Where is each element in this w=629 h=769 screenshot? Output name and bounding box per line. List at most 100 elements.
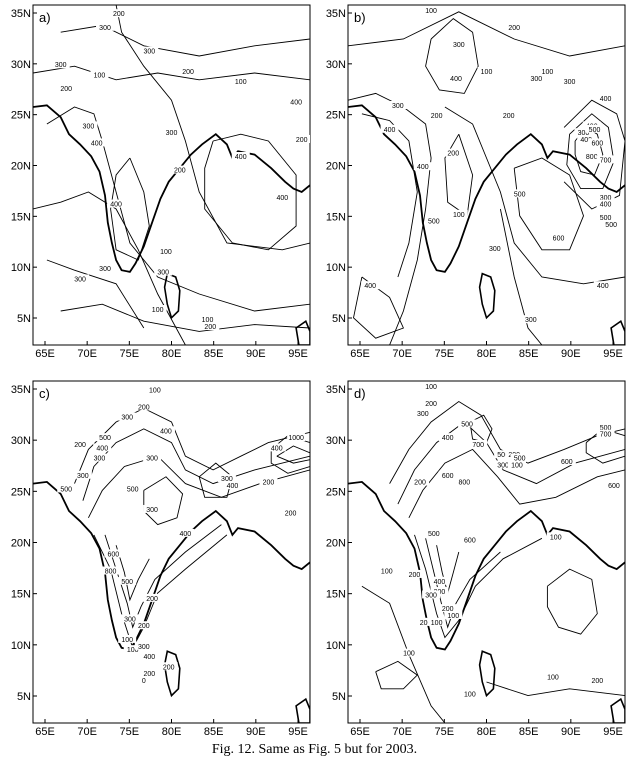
lat-tick-label: 15N xyxy=(11,211,31,223)
contour-label: 300 xyxy=(124,616,136,623)
contour-line xyxy=(33,191,186,345)
contour-label: 100 xyxy=(94,72,106,79)
contour-line xyxy=(414,534,543,639)
contour-label: 400 xyxy=(442,435,454,442)
contour-label: 100 xyxy=(235,79,247,86)
contour-line xyxy=(110,157,150,261)
contour-label: 500 xyxy=(60,486,72,493)
contour-label: 800 xyxy=(458,480,470,487)
contour-label: 500 xyxy=(121,579,133,586)
contour-label: 800 xyxy=(105,569,117,576)
lon-tick-label: 85E xyxy=(204,348,224,360)
lat-tick-label: 10N xyxy=(11,640,31,652)
lon-tick-label: 90E xyxy=(246,726,266,738)
lon-tick-label: 80E xyxy=(477,348,497,360)
contour-label: 400 xyxy=(600,202,612,209)
lat-tick-label: 20N xyxy=(326,538,346,550)
contour-line xyxy=(93,534,228,649)
contour-label: 600 xyxy=(561,459,573,466)
lon-tick-label: 95E xyxy=(288,726,308,738)
contour-label: 100 xyxy=(403,651,415,658)
contour-label: 100 xyxy=(121,637,133,644)
lon-tick-label: 85E xyxy=(519,348,539,360)
contour-label: 200 xyxy=(146,596,158,603)
contour-label: 500 xyxy=(514,191,526,198)
contour-label: 400 xyxy=(180,531,192,538)
contour-label: 200 xyxy=(431,113,443,120)
contour-label: 400 xyxy=(227,483,239,490)
lon-tick-label: 65E xyxy=(350,726,370,738)
contour-label: 100 xyxy=(425,8,437,15)
contour-label: 500 xyxy=(605,222,617,229)
lon-tick-label: 95E xyxy=(603,348,623,360)
contour-label: 400 xyxy=(96,445,108,452)
lon-tick-label: 65E xyxy=(35,726,55,738)
contour-label: 200 xyxy=(138,623,150,630)
contour-label: 300 xyxy=(600,195,612,202)
panel-frame xyxy=(32,4,311,346)
contour-label: 300 xyxy=(392,103,404,110)
contour-label: 200 xyxy=(285,510,297,517)
contour-label: 400 xyxy=(290,100,302,107)
contour-label: 100 xyxy=(152,307,164,314)
contour-label: 100 xyxy=(453,212,465,219)
lat-tick-label: 25N xyxy=(11,486,31,498)
lon-tick-label: 90E xyxy=(561,726,581,738)
sri-lanka-outline xyxy=(478,650,496,698)
figure-canvas: 2001002003002001003004003002004004002003… xyxy=(11,4,626,738)
contour-label: 600 xyxy=(591,140,603,147)
contour-label: 300 xyxy=(453,42,465,49)
lat-tick-label: 35N xyxy=(11,384,31,396)
contour-line xyxy=(46,259,145,329)
contour-label: 200 xyxy=(263,480,275,487)
lon-tick-label: 90E xyxy=(246,348,266,360)
contour-label: 300 xyxy=(417,411,429,418)
sri-lanka-outline xyxy=(163,272,181,320)
contour-line xyxy=(375,660,418,690)
contour-line xyxy=(566,113,615,190)
contour-label: 100 xyxy=(127,647,139,654)
contour-label: 200 xyxy=(442,606,454,613)
lat-tick-label: 5N xyxy=(17,313,31,325)
contour-label: 700 xyxy=(600,157,612,164)
contour-line xyxy=(499,208,543,345)
lon-tick-label: 95E xyxy=(603,726,623,738)
contour-label: 400 xyxy=(600,96,612,103)
contour-label: 500 xyxy=(428,531,440,538)
contour-label: 300 xyxy=(146,456,158,463)
contour-label: 600 xyxy=(608,483,620,490)
contour-label: 300 xyxy=(525,317,537,324)
contour-line xyxy=(115,5,310,251)
lon-tick-label: 95E xyxy=(288,348,308,360)
lat-tick-label: 25N xyxy=(326,110,346,122)
contour-label: 200 xyxy=(296,137,308,144)
contour-label: 200 xyxy=(591,678,603,685)
coastline xyxy=(348,480,625,651)
contour-label: 200 xyxy=(447,151,459,158)
contour-label: 300 xyxy=(497,463,509,470)
lon-tick-label: 80E xyxy=(162,348,182,360)
contour-label: 300 xyxy=(138,644,150,651)
contour-line xyxy=(348,11,625,57)
contour-label: 600 xyxy=(107,551,119,558)
contour-label: 200 xyxy=(420,620,432,627)
contour-label: 700 xyxy=(472,442,484,449)
contour-line xyxy=(33,65,310,81)
contour-label: 300 xyxy=(121,415,133,422)
contour-label: 300 xyxy=(74,276,86,283)
coastline xyxy=(33,104,310,273)
contour-label: 100 xyxy=(160,249,172,256)
contour-label: 100 xyxy=(464,692,476,699)
contour-label: 100 xyxy=(481,69,493,76)
coastline xyxy=(348,104,625,273)
contour-label: 400 xyxy=(110,202,122,209)
contour-label: 100 xyxy=(425,384,437,391)
lat-tick-label: 35N xyxy=(326,8,346,20)
contour-label: 100 xyxy=(431,620,443,627)
contour-label: 200 xyxy=(143,671,155,678)
contour-label: 300 xyxy=(77,473,89,480)
contour-line xyxy=(348,92,432,345)
lon-tick-label: 80E xyxy=(477,726,497,738)
contour-label: 200 xyxy=(409,572,421,579)
sri-lanka-outline xyxy=(478,272,496,320)
